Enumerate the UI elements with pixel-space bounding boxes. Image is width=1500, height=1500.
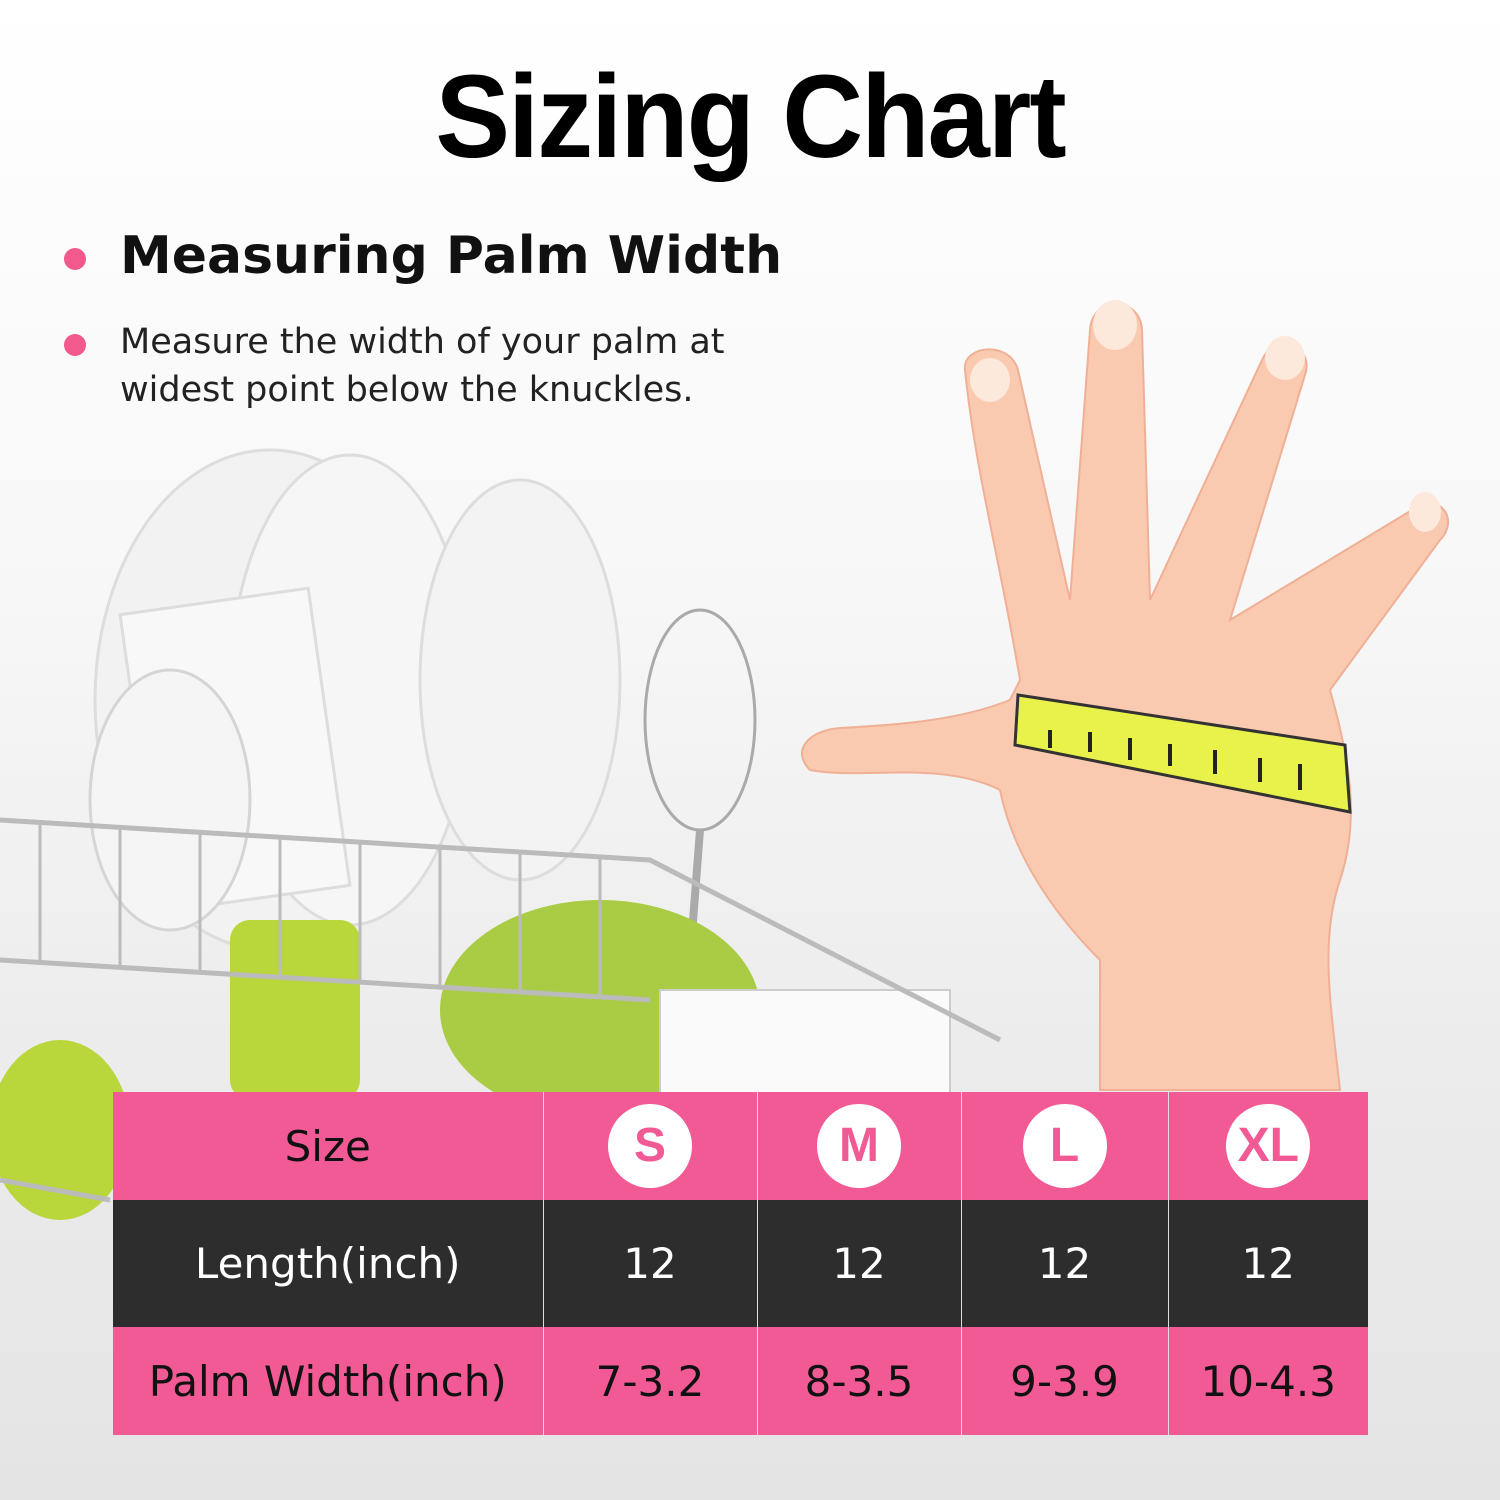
size-badge: XL xyxy=(1226,1104,1311,1188)
palm-width-cell: 9-3.9 xyxy=(960,1327,1168,1435)
description-line: widest point below the knuckles. xyxy=(120,370,694,410)
section-heading: Measuring Palm Width xyxy=(120,226,783,286)
page-title: Sizing Chart xyxy=(435,50,1066,183)
size-badge: L xyxy=(1022,1104,1107,1188)
palm-width-cell: 7-3.2 xyxy=(542,1327,757,1435)
description-line: Measure the width of your palm at xyxy=(120,322,725,362)
dish-rack-photo xyxy=(0,448,1002,1220)
length-row: Length(inch) 12 12 12 12 xyxy=(113,1200,1368,1327)
bullet-dot xyxy=(64,248,86,270)
length-cell: 12 xyxy=(1167,1200,1368,1327)
measuring-tape xyxy=(1013,693,1352,814)
size-row: Size S M L XL xyxy=(113,1092,1368,1200)
hand-illustration xyxy=(800,300,1450,1091)
length-cell: 12 xyxy=(756,1200,961,1327)
length-cell: 12 xyxy=(960,1200,1168,1327)
size-badge: S xyxy=(608,1104,692,1188)
row-label: Palm Width(inch) xyxy=(113,1327,543,1435)
palm-width-cell: 10-4.3 xyxy=(1167,1327,1368,1435)
bullet-dot xyxy=(64,334,86,356)
size-badge: M xyxy=(817,1104,901,1188)
length-cell: 12 xyxy=(542,1200,757,1327)
row-label: Length(inch) xyxy=(113,1200,543,1327)
row-label: Size xyxy=(113,1092,543,1200)
description: Measure the width of your palm at widest… xyxy=(120,318,725,414)
size-table: Size S M L XL Length(inch) 12 12 12 12 P… xyxy=(113,1092,1368,1435)
palm-width-cell: 8-3.5 xyxy=(756,1327,961,1435)
palm-width-row: Palm Width(inch) 7-3.2 8-3.5 9-3.9 10-4.… xyxy=(113,1327,1368,1435)
